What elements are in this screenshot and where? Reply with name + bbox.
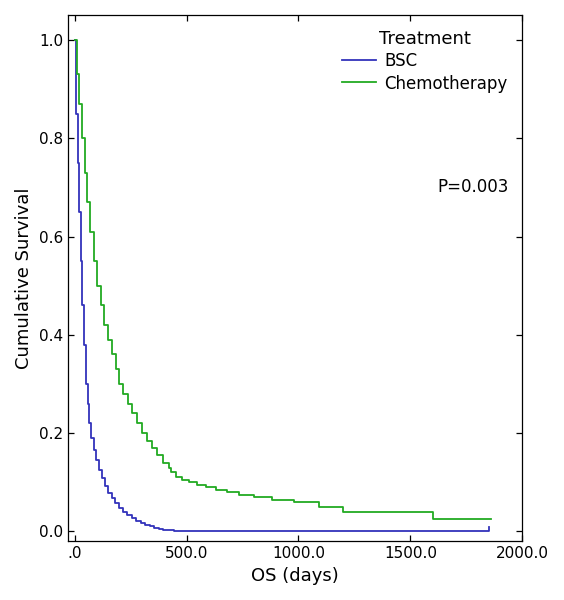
X-axis label: OS (days): OS (days) [251,567,339,585]
Y-axis label: Cumulative Survival: Cumulative Survival [15,188,33,369]
Legend: BSC, Chemotherapy: BSC, Chemotherapy [336,23,514,99]
Text: P=0.003: P=0.003 [437,178,509,196]
